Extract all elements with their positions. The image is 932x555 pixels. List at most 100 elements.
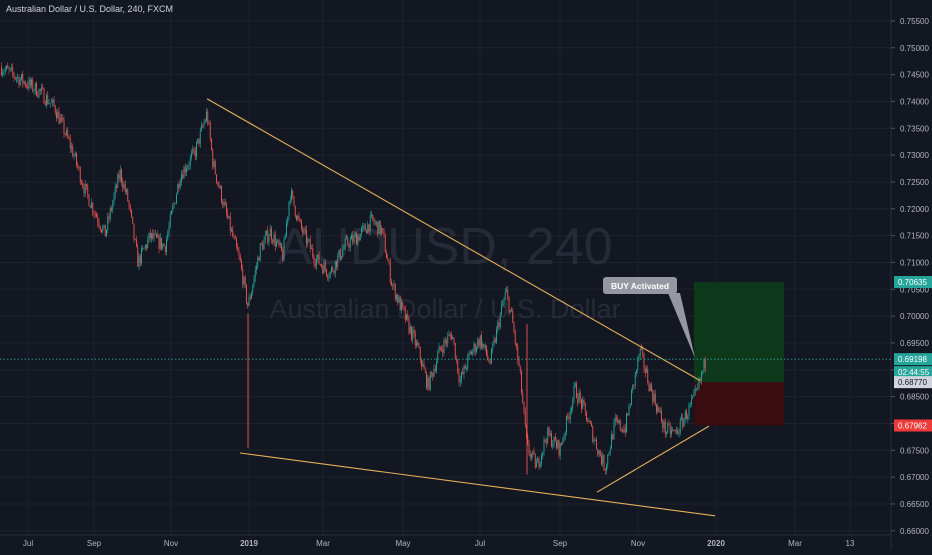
candle-body (573, 385, 575, 399)
candle-body (359, 233, 361, 241)
candle-body (676, 430, 677, 431)
candle-body (127, 189, 129, 201)
annotation-box[interactable] (603, 277, 677, 294)
candle-body (272, 239, 274, 243)
candle-body (9, 68, 11, 70)
candle-body (461, 372, 462, 381)
candle-body (536, 462, 537, 468)
candle-body (218, 183, 220, 188)
candle-body (191, 152, 192, 158)
candle-body (88, 194, 90, 206)
candle-body (213, 161, 215, 167)
candle-body (589, 420, 591, 424)
candle-body (497, 322, 499, 330)
time-axis[interactable]: Jul Sep Nov 2019 Mar May Jul Sep Nov 2020 Mar 13 (0, 534, 891, 548)
candle-body (618, 420, 620, 423)
candle-body (509, 309, 511, 313)
candle-body (651, 384, 652, 391)
time-tick-label: 2019 (240, 539, 258, 548)
candle-body (292, 190, 294, 196)
candle-body (694, 389, 696, 392)
price-tick-label: 0.74000 (900, 97, 929, 106)
candle-body (392, 284, 394, 286)
candle-body (173, 203, 175, 207)
candle-body (544, 439, 546, 442)
candle-body (219, 186, 221, 188)
candle-body (532, 451, 534, 455)
candle-body (251, 292, 252, 299)
candle-body (42, 87, 44, 89)
candle-body (596, 439, 597, 449)
candle-body (27, 85, 29, 89)
candle-body (488, 358, 490, 363)
candle-body (389, 261, 391, 282)
candle-body (247, 302, 249, 307)
candle-body (444, 339, 446, 342)
candle-body (621, 429, 622, 431)
candle-body (586, 411, 587, 422)
candle-body (344, 238, 346, 247)
candle-body (82, 183, 84, 187)
candle-body (462, 372, 464, 375)
candle-body (564, 432, 566, 436)
candle-body (501, 305, 502, 314)
candle-body (702, 370, 704, 373)
candle-body (52, 99, 54, 103)
candle-body (604, 469, 606, 471)
candle-body (178, 184, 180, 188)
candle-body (686, 411, 687, 420)
time-tick-label: Sep (553, 539, 568, 548)
candle-body (98, 222, 100, 227)
candle-body (193, 148, 195, 151)
candle-body (282, 250, 284, 261)
buy-annotation[interactable]: BUY Activated (603, 277, 695, 358)
candle-body (683, 419, 685, 427)
price-axis[interactable]: 0.75500 0.75000 0.74500 0.74000 0.73500 0.730… (890, 0, 929, 550)
candle-body (349, 239, 351, 248)
candle-body (314, 263, 316, 266)
candle-body (689, 404, 691, 405)
rising-support-line (596, 425, 710, 493)
candle-body (121, 169, 122, 183)
countdown-label-bg (894, 366, 932, 379)
time-tick-label: 2020 (707, 539, 725, 548)
candle-body (293, 195, 295, 206)
candle-body (143, 248, 145, 249)
candle-body (232, 229, 234, 237)
candle-body (83, 186, 85, 194)
candle-body (226, 205, 227, 214)
candle-body (78, 167, 80, 169)
candle-body (451, 335, 452, 340)
candle-body (521, 370, 522, 393)
candle-body (73, 155, 75, 157)
time-tick-label: Mar (788, 539, 802, 548)
candle-body (194, 150, 196, 157)
candle-body (4, 69, 6, 72)
candle-body (391, 281, 392, 285)
candle-body (523, 403, 525, 411)
candle-body (464, 365, 466, 369)
candle-body (422, 363, 424, 367)
candle-body (522, 392, 524, 404)
candle-body (578, 392, 580, 403)
trendlines[interactable] (0, 98, 891, 517)
candle-body (674, 430, 676, 432)
candle-body (298, 215, 300, 220)
candle-body (286, 223, 287, 236)
candle-body (34, 83, 36, 91)
candle-body (704, 359, 706, 369)
candle-body (358, 235, 360, 241)
candle-body (467, 355, 469, 369)
candle-body (627, 413, 629, 415)
candle-body (426, 372, 427, 388)
price-tick-label: 0.66000 (900, 527, 929, 536)
candle-body (41, 87, 42, 91)
candle-body (223, 202, 225, 206)
candle-body (382, 228, 384, 231)
candle-body (648, 383, 650, 391)
candle-body (101, 229, 102, 232)
candle-body (319, 264, 321, 266)
price-tick-label: 0.70000 (900, 312, 929, 321)
